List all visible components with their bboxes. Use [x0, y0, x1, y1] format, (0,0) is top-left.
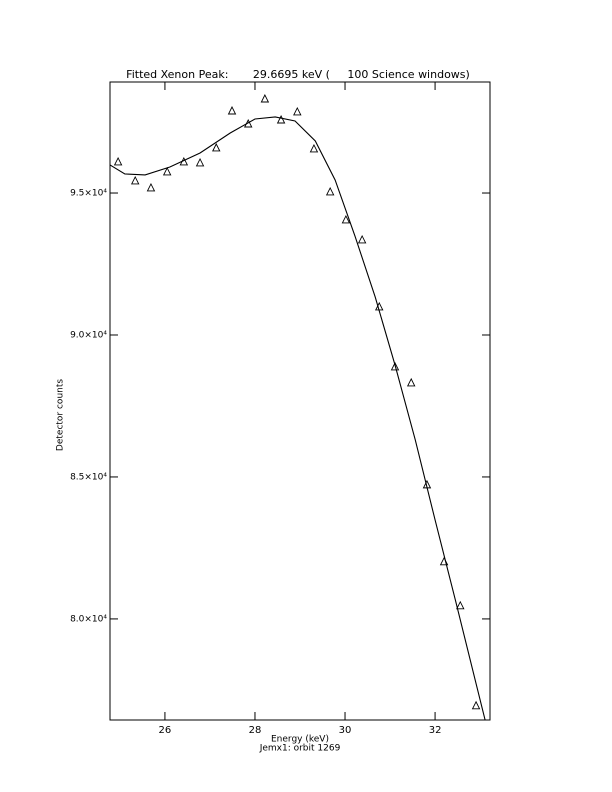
y-tick-label: 9.0×10⁴	[70, 330, 107, 340]
data-point	[357, 234, 367, 244]
data-point	[227, 105, 237, 115]
x-tick-label: 26	[159, 725, 172, 736]
data-point	[113, 156, 123, 166]
x-tick-label: 28	[249, 725, 262, 736]
x-tick-label: 30	[339, 725, 352, 736]
data-point	[390, 361, 400, 371]
plot-frame	[109, 81, 491, 721]
chart-title: Fitted Xenon Peak: 29.6695 keV ( 100 Sci…	[126, 68, 470, 81]
x-tick-label: 32	[429, 725, 442, 736]
data-point	[260, 94, 270, 103]
data-point	[325, 186, 335, 196]
y-tick-label: 8.5×10⁴	[70, 472, 107, 482]
x-axis-label: Energy (keV)	[271, 735, 329, 745]
data-point	[162, 166, 172, 176]
data-point	[195, 157, 205, 167]
data-point	[406, 377, 416, 387]
y-tick-label: 8.0×10⁴	[70, 614, 107, 624]
data-point	[456, 600, 465, 610]
data-point	[293, 106, 302, 116]
data-point	[212, 142, 221, 152]
data-point	[130, 175, 140, 185]
data-point	[146, 182, 156, 192]
y-tick-label: 9.5×10⁴	[70, 189, 107, 199]
data-point	[276, 114, 286, 124]
data-point	[341, 214, 351, 224]
data-point	[309, 143, 319, 153]
fit-line	[109, 116, 486, 720]
data-point	[471, 700, 481, 710]
y-axis-label: Detector counts	[56, 379, 66, 451]
subtitle: Jemx1: orbit 1269	[259, 744, 341, 754]
